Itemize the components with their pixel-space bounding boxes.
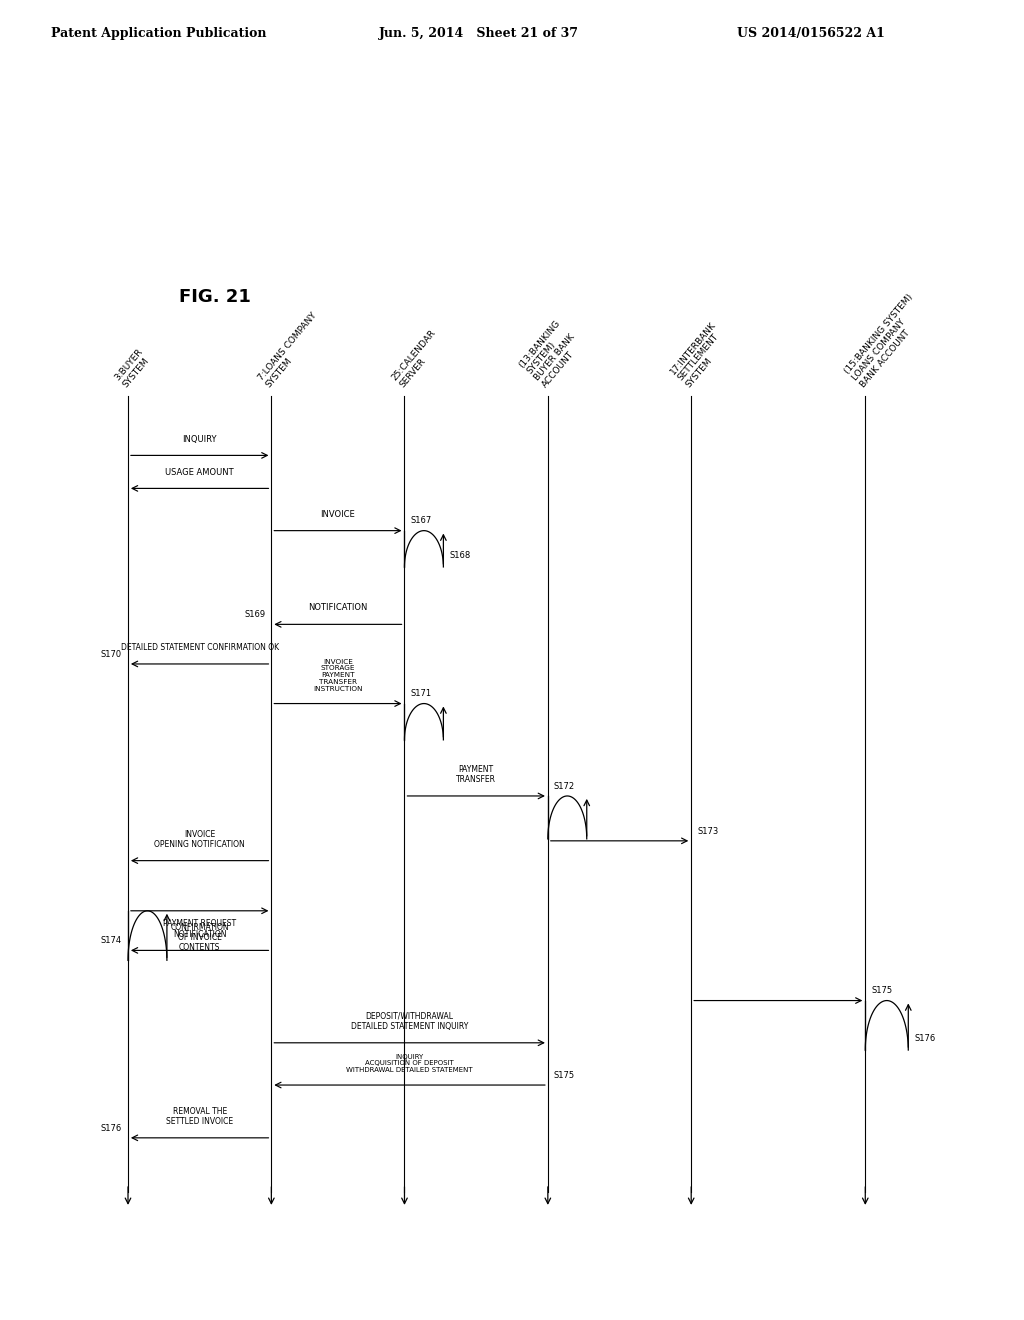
Text: FIG. 21: FIG. 21 xyxy=(179,288,251,306)
Text: DEPOSIT/WITHDRAWAL
DETAILED STATEMENT INQUIRY: DEPOSIT/WITHDRAWAL DETAILED STATEMENT IN… xyxy=(351,1012,468,1031)
Text: Patent Application Publication: Patent Application Publication xyxy=(51,26,266,40)
Text: S171: S171 xyxy=(411,689,432,698)
Text: 17:INTERBANK
SETTLEMENT
SYSTEM: 17:INTERBANK SETTLEMENT SYSTEM xyxy=(669,319,733,389)
Text: DETAILED STATEMENT CONFIRMATION OK: DETAILED STATEMENT CONFIRMATION OK xyxy=(121,643,279,652)
Text: S174: S174 xyxy=(100,936,122,945)
Text: 3:BUYER
SYSTEM: 3:BUYER SYSTEM xyxy=(113,347,153,389)
Text: Jun. 5, 2014   Sheet 21 of 37: Jun. 5, 2014 Sheet 21 of 37 xyxy=(379,26,579,40)
Text: NOTIFICATION: NOTIFICATION xyxy=(308,603,368,612)
Text: US 2014/0156522 A1: US 2014/0156522 A1 xyxy=(737,26,885,40)
Text: 25:CALENDAR
SERVER: 25:CALENDAR SERVER xyxy=(389,329,445,389)
Text: S176: S176 xyxy=(914,1035,936,1043)
Text: S168: S168 xyxy=(450,552,471,560)
Text: S175: S175 xyxy=(871,986,893,995)
Text: PAYMENT REQUEST
NOTIFICATION: PAYMENT REQUEST NOTIFICATION xyxy=(163,920,237,939)
Text: S175: S175 xyxy=(554,1071,575,1080)
Text: S176: S176 xyxy=(100,1123,122,1133)
Text: S172: S172 xyxy=(554,781,575,791)
Text: S167: S167 xyxy=(411,516,432,525)
Text: REMOVAL THE
SETTLED INVOICE: REMOVAL THE SETTLED INVOICE xyxy=(166,1107,233,1126)
Text: INQUIRY: INQUIRY xyxy=(182,434,217,444)
Text: S173: S173 xyxy=(697,826,719,836)
Text: 7:LOANS COMPANY
SYSTEM: 7:LOANS COMPANY SYSTEM xyxy=(256,312,327,389)
Text: INVOICE
STORAGE
PAYMENT
TRANSFER
INSTRUCTION: INVOICE STORAGE PAYMENT TRANSFER INSTRUC… xyxy=(313,659,362,692)
Text: INVOICE: INVOICE xyxy=(321,510,355,519)
Text: (13:BANKING
SYSTEM)
BUYER BANK
ACCOUNT: (13:BANKING SYSTEM) BUYER BANK ACCOUNT xyxy=(517,318,586,389)
Text: INVOICE
OPENING NOTIFICATION: INVOICE OPENING NOTIFICATION xyxy=(155,830,245,849)
Text: INQUIRY
ACQUISITION OF DEPOSIT
WITHDRAWAL DETAILED STATEMENT: INQUIRY ACQUISITION OF DEPOSIT WITHDRAWA… xyxy=(346,1053,473,1073)
Text: S170: S170 xyxy=(100,649,122,659)
Text: (15:BANKING SYSTEM)
LOANS COMPANY
BANK ACCOUNT: (15:BANKING SYSTEM) LOANS COMPANY BANK A… xyxy=(843,293,930,389)
Text: USAGE AMOUNT: USAGE AMOUNT xyxy=(165,467,234,477)
Text: CONFIRMATION
OF INVOICE
CONTENTS: CONFIRMATION OF INVOICE CONTENTS xyxy=(170,923,229,952)
Text: PAYMENT
TRANSFER: PAYMENT TRANSFER xyxy=(456,766,497,784)
Text: S169: S169 xyxy=(244,610,265,619)
